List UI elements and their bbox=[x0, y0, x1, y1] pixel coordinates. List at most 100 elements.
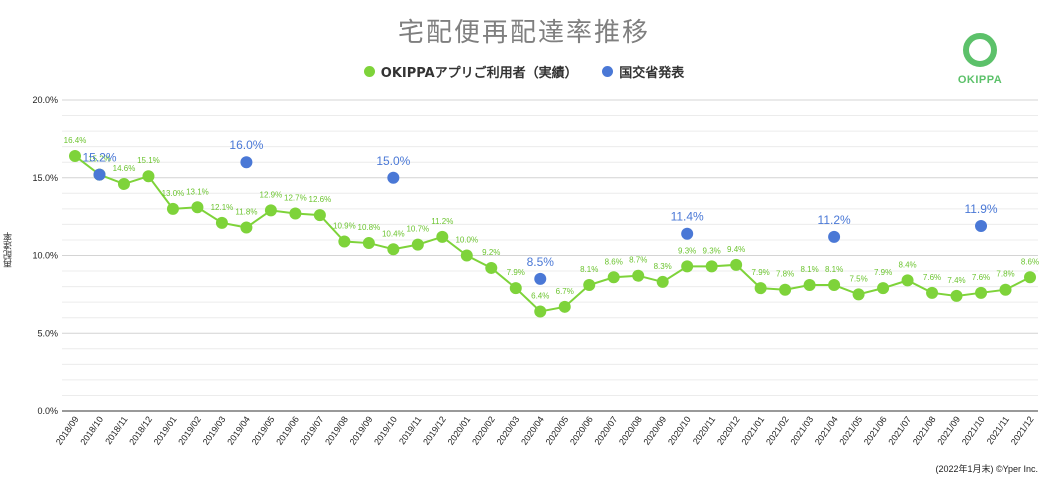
x-tick-label: 2018/12 bbox=[127, 414, 154, 446]
x-tick-label: 2021/06 bbox=[862, 414, 889, 446]
okippa-data-point bbox=[803, 279, 816, 292]
okippa-data-point bbox=[730, 258, 743, 271]
okippa-data-point bbox=[558, 300, 571, 313]
okippa-data-label: 10.7% bbox=[406, 225, 429, 234]
x-tick-label: 2021/11 bbox=[985, 414, 1011, 446]
okippa-data-label: 8.7% bbox=[629, 256, 647, 265]
legend-label-okippa: OKIPPAアプリご利用者（実績） bbox=[380, 66, 578, 81]
mlit-data-label: 11.2% bbox=[818, 213, 851, 227]
okippa-data-label: 10.9% bbox=[333, 222, 356, 231]
okippa-data-point bbox=[117, 177, 130, 190]
okippa-data-point bbox=[656, 275, 669, 288]
mlit-data-label: 11.9% bbox=[964, 202, 997, 216]
okippa-data-point bbox=[705, 260, 718, 273]
okippa-logo: OKIPPA bbox=[950, 30, 1010, 90]
okippa-data-label: 12.7% bbox=[284, 194, 307, 203]
okippa-data-label: 8.1% bbox=[825, 265, 843, 274]
okippa-data-label: 11.2% bbox=[431, 217, 453, 226]
okippa-data-point bbox=[950, 289, 963, 302]
x-tick-label: 2021/04 bbox=[813, 414, 840, 446]
x-tick-label: 2020/02 bbox=[470, 414, 497, 446]
mlit-data-label: 8.5% bbox=[527, 255, 555, 269]
x-tick-label: 2019/08 bbox=[323, 414, 350, 446]
legend-item-mlit: 国交省発表 bbox=[602, 62, 684, 81]
x-tick-label: 2020/01 bbox=[446, 414, 473, 446]
x-tick-label: 2018/09 bbox=[54, 414, 81, 446]
mlit-data-point bbox=[534, 272, 547, 285]
data-labels: 16.4% 15.2%14.6%15.1% 13.0% 13.1%12.1%11.8%… bbox=[64, 136, 1039, 301]
okippa-data-label: 7.9% bbox=[874, 268, 892, 277]
x-tick-label: 2018/10 bbox=[78, 414, 105, 446]
okippa-data-label: 13.0% bbox=[162, 189, 185, 198]
okippa-data-label: 7.6% bbox=[923, 273, 941, 282]
okippa-data-point bbox=[607, 271, 620, 284]
okippa-data-point bbox=[485, 261, 498, 274]
okippa-data-point bbox=[828, 279, 841, 292]
okippa-data-point bbox=[583, 279, 596, 292]
legend-item-okippa: OKIPPAアプリご利用者（実績） bbox=[363, 62, 578, 81]
okippa-data-point bbox=[632, 269, 645, 282]
okippa-data-label: 8.1% bbox=[580, 265, 598, 274]
series-points bbox=[69, 149, 1036, 318]
x-tick-label: 2021/07 bbox=[886, 414, 913, 446]
x-tick-labels: 2018/092018/102018/112018/122019/012019/… bbox=[54, 414, 1036, 446]
chart-title: 宅配便再配達率推移 bbox=[397, 18, 650, 48]
okippa-series-line bbox=[74, 155, 1031, 313]
okippa-data-label: 7.5% bbox=[849, 274, 867, 283]
x-tick-label: 2021/08 bbox=[911, 414, 938, 446]
okippa-data-point bbox=[215, 216, 228, 229]
x-tick-label: 2020/11 bbox=[691, 414, 717, 446]
y-tick-label: 20.0% bbox=[32, 95, 58, 105]
x-tick-label: 2019/04 bbox=[225, 414, 252, 446]
okippa-data-label: 10.0% bbox=[455, 236, 478, 245]
mlit-data-point bbox=[93, 168, 106, 181]
okippa-data-point bbox=[338, 235, 351, 248]
okippa-data-point bbox=[362, 237, 375, 250]
legend-marker-mlit bbox=[602, 66, 614, 77]
x-tick-label: 2020/09 bbox=[641, 414, 668, 446]
okippa-data-point bbox=[313, 209, 326, 222]
okippa-data-point bbox=[681, 260, 694, 273]
okippa-data-point bbox=[240, 221, 253, 234]
okippa-data-point bbox=[460, 249, 473, 262]
okippa-data-label: 15.1% bbox=[137, 156, 160, 165]
mlit-data-label: 11.4% bbox=[671, 210, 704, 224]
legend: OKIPPAアプリご利用者（実績） 国交省発表 bbox=[0, 62, 1048, 81]
okippa-data-label: 11.8% bbox=[235, 208, 257, 217]
okippa-data-point bbox=[264, 204, 277, 217]
x-tick-label: 2020/07 bbox=[592, 414, 619, 446]
okippa-data-label: 10.8% bbox=[358, 223, 381, 232]
x-tick-label: 2019/07 bbox=[299, 414, 326, 446]
x-tick-label: 2020/12 bbox=[715, 414, 742, 446]
okippa-data-label: 13.1% bbox=[186, 187, 209, 196]
okippa-data-point bbox=[852, 288, 865, 301]
okippa-data-label: 10.4% bbox=[382, 229, 405, 238]
x-tick-label: 2021/05 bbox=[837, 414, 864, 446]
mlit-data-point bbox=[387, 171, 400, 184]
okippa-data-label: 9.4% bbox=[727, 245, 745, 254]
okippa-data-point bbox=[926, 286, 939, 299]
x-tick-label: 2019/02 bbox=[176, 414, 203, 446]
y-tick-label: 0.0% bbox=[37, 406, 58, 416]
okippa-data-label: 7.4% bbox=[947, 276, 965, 285]
okippa-data-label: 9.3% bbox=[703, 246, 721, 255]
okippa-data-point bbox=[754, 282, 767, 295]
mlit-data-point bbox=[828, 230, 841, 243]
okippa-data-point bbox=[69, 149, 81, 162]
okippa-data-label: 8.1% bbox=[800, 265, 818, 274]
okippa-data-point bbox=[191, 201, 204, 214]
okippa-data-label: 7.9% bbox=[507, 268, 525, 277]
okippa-data-label: 12.9% bbox=[260, 190, 283, 199]
okippa-data-label: 7.9% bbox=[752, 268, 770, 277]
legend-label-mlit: 国交省発表 bbox=[619, 66, 685, 81]
okippa-data-point bbox=[779, 283, 792, 296]
okippa-data-label: 6.4% bbox=[531, 291, 549, 300]
x-tick-label: 2019/09 bbox=[348, 414, 375, 446]
y-tick-label: 10.0% bbox=[32, 251, 58, 261]
okippa-data-label: 6.7% bbox=[556, 287, 574, 296]
footer-note: (2022年1月末) ©Yper Inc. bbox=[935, 464, 1038, 474]
x-tick-label: 2019/01 bbox=[152, 414, 179, 446]
okippa-data-label: 14.6% bbox=[113, 164, 136, 173]
okippa-data-label: 8.3% bbox=[654, 262, 672, 271]
